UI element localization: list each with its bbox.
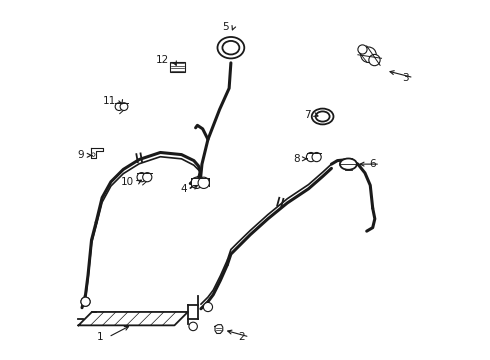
Ellipse shape	[218, 37, 245, 58]
Circle shape	[361, 47, 376, 63]
Circle shape	[358, 45, 367, 54]
Circle shape	[189, 322, 197, 330]
Polygon shape	[78, 312, 188, 325]
Ellipse shape	[312, 109, 334, 125]
Circle shape	[81, 297, 90, 306]
Text: 5: 5	[222, 22, 229, 32]
Circle shape	[143, 172, 152, 182]
Text: 12: 12	[156, 55, 169, 65]
Text: 4: 4	[180, 184, 187, 194]
Circle shape	[203, 302, 213, 312]
Text: 8: 8	[293, 154, 300, 164]
Circle shape	[115, 103, 123, 111]
Ellipse shape	[340, 158, 357, 170]
Ellipse shape	[222, 41, 239, 54]
Polygon shape	[91, 148, 103, 158]
Circle shape	[198, 177, 209, 189]
Text: 11: 11	[103, 96, 116, 105]
Text: 9: 9	[78, 150, 84, 160]
Text: 2: 2	[238, 332, 245, 342]
Circle shape	[312, 153, 321, 162]
Text: 1: 1	[97, 332, 104, 342]
Text: 7: 7	[304, 110, 310, 120]
Text: 6: 6	[369, 159, 375, 169]
Circle shape	[306, 153, 316, 162]
Circle shape	[191, 177, 202, 189]
Circle shape	[137, 172, 146, 182]
FancyBboxPatch shape	[170, 62, 185, 72]
Text: 10: 10	[121, 177, 134, 187]
Circle shape	[92, 153, 95, 156]
Circle shape	[120, 103, 128, 111]
Circle shape	[81, 297, 90, 306]
Circle shape	[369, 54, 380, 66]
Text: 3: 3	[402, 73, 409, 83]
Ellipse shape	[316, 111, 330, 122]
